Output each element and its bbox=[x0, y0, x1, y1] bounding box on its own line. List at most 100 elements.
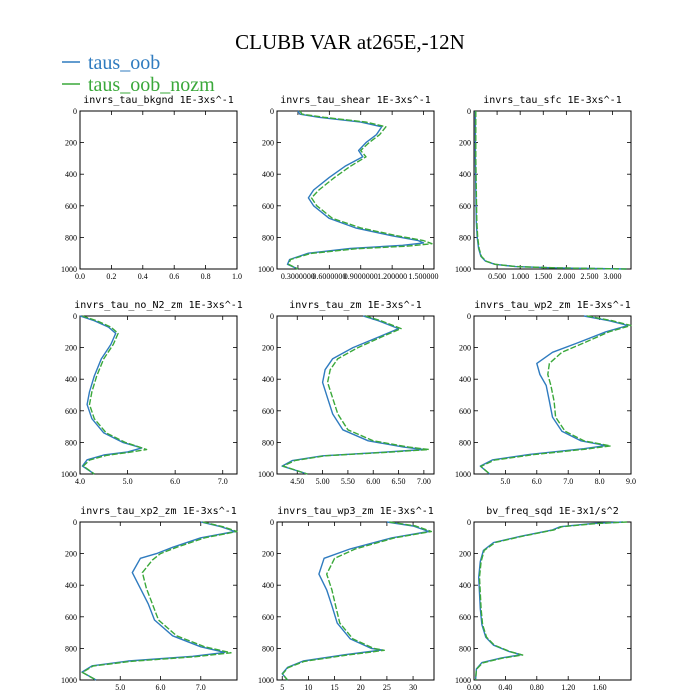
x-tick-label: 0.6000000 bbox=[312, 272, 346, 281]
x-tick-label: 1.000 bbox=[511, 272, 529, 281]
x-tick-label: 6.0 bbox=[532, 477, 542, 486]
panel-title: invrs_tau_shear 1E-3xs^-1 bbox=[280, 95, 431, 106]
y-tick-label: 600 bbox=[262, 613, 274, 622]
panel-title: invrs_tau_zm 1E-3xs^-1 bbox=[289, 300, 421, 311]
y-tick-label: 1000 bbox=[455, 265, 471, 274]
series-line-taus-oob bbox=[474, 521, 624, 681]
y-tick-label: 1000 bbox=[61, 470, 77, 479]
x-tick-label: 7.00 bbox=[417, 477, 431, 486]
y-tick-label: 600 bbox=[459, 407, 471, 416]
x-tick-label: 9.0 bbox=[626, 477, 636, 486]
plot-frame bbox=[473, 315, 632, 475]
y-tick-label: 400 bbox=[459, 581, 471, 590]
x-tick-label: 5.50 bbox=[341, 477, 355, 486]
series-line-taus-oob bbox=[81, 521, 236, 681]
y-tick-label: 0 bbox=[467, 312, 471, 321]
y-tick-label: 200 bbox=[262, 344, 274, 353]
panel-invrs-tau-bkgnd: invrs_tau_bkgnd 1E-3xs^-1 0 200 400 600 800 10… bbox=[61, 95, 242, 281]
series-line-taus-oob bbox=[474, 111, 627, 270]
panel-invrs-tau-no-n2-zm: invrs_tau_no_N2_zm 1E-3xs^-10 200 400 600 80… bbox=[61, 300, 243, 486]
x-tick-label: 0.4 bbox=[138, 272, 148, 281]
y-tick-label: 1000 bbox=[455, 676, 471, 685]
x-tick-label: 3.000 bbox=[604, 272, 622, 281]
y-tick-label: 1000 bbox=[258, 265, 274, 274]
x-tick-label: 5.00 bbox=[316, 477, 330, 486]
y-tick-label: 800 bbox=[459, 438, 471, 447]
series-line-taus-oob bbox=[79, 315, 143, 475]
y-tick-label: 400 bbox=[262, 375, 274, 384]
y-tick-label: 600 bbox=[459, 202, 471, 211]
series-line-taus-oob bbox=[479, 315, 629, 475]
x-tick-label: 0.2 bbox=[106, 272, 116, 281]
x-tick-label: 20 bbox=[357, 683, 365, 692]
y-tick-label: 1000 bbox=[258, 470, 274, 479]
y-tick-label: 600 bbox=[262, 407, 274, 416]
x-tick-label: 0.80 bbox=[530, 683, 544, 692]
y-tick-label: 0 bbox=[73, 518, 77, 527]
x-tick-label: 7.0 bbox=[563, 477, 573, 486]
x-tick-label: 25 bbox=[383, 683, 391, 692]
plot-frame bbox=[473, 521, 632, 681]
plot-frame bbox=[276, 110, 435, 270]
panel-title: invrs_tau_bkgnd 1E-3xs^-1 bbox=[83, 95, 234, 106]
plot-frame bbox=[79, 315, 238, 475]
y-tick-label: 400 bbox=[459, 375, 471, 384]
panel-invrs-tau-shear: invrs_tau_shear 1E-3xs^-1 0 200 400 600 800 10… bbox=[258, 95, 439, 281]
x-tick-label: 0.0 bbox=[75, 272, 85, 281]
series-line-taus-oob-nozm bbox=[480, 315, 632, 475]
y-tick-label: 400 bbox=[65, 170, 77, 179]
x-tick-label: 30 bbox=[409, 683, 417, 692]
x-tick-label: 8.0 bbox=[595, 477, 605, 486]
panel-grid: invrs_tau_bkgnd 1E-3xs^-1020040060080010… bbox=[61, 95, 636, 692]
y-tick-label: 0 bbox=[73, 107, 77, 116]
y-tick-label: 200 bbox=[65, 139, 77, 148]
x-tick-label: 6.00 bbox=[366, 477, 380, 486]
y-tick-label: 0 bbox=[73, 312, 77, 321]
legend-label-taus-oob-nozm: taus_oob_nozm bbox=[88, 74, 215, 96]
y-tick-label: 200 bbox=[65, 344, 77, 353]
x-tick-label: 1.20 bbox=[561, 683, 575, 692]
x-tick-label: 2.000 bbox=[557, 272, 575, 281]
series-line-taus-oob-nozm bbox=[82, 315, 148, 475]
x-tick-label: 1.0 bbox=[232, 272, 242, 281]
x-tick-label: 5 bbox=[280, 683, 284, 692]
panel-bv-freq-sqd: bv_freq_sqd 1E-3x1/s^2020040060080010000… bbox=[455, 506, 632, 692]
x-tick-label: 0.9000000 bbox=[344, 272, 378, 281]
y-tick-label: 800 bbox=[459, 644, 471, 653]
y-tick-label: 1000 bbox=[258, 676, 274, 685]
y-tick-label: 400 bbox=[65, 581, 77, 590]
y-tick-label: 800 bbox=[65, 438, 77, 447]
x-tick-label: 6.0 bbox=[170, 477, 180, 486]
x-tick-label: 5.0 bbox=[123, 477, 133, 486]
x-tick-label: 0.40 bbox=[498, 683, 512, 692]
x-tick-label: 0.500 bbox=[488, 272, 506, 281]
panel-title: invrs_tau_sfc 1E-3xs^-1 bbox=[483, 95, 621, 106]
x-tick-label: 15 bbox=[331, 683, 339, 692]
y-tick-label: 200 bbox=[262, 139, 274, 148]
y-tick-label: 0 bbox=[467, 518, 471, 527]
y-tick-label: 800 bbox=[262, 644, 274, 653]
x-tick-label: 0.3000000 bbox=[281, 272, 315, 281]
y-tick-label: 0 bbox=[270, 518, 274, 527]
panel-invrs-tau-wp2-zm: invrs_tau_wp2_zm 1E-3xs^-10 200 400 600 800 1… bbox=[455, 300, 636, 486]
y-tick-label: 400 bbox=[459, 170, 471, 179]
plot-frame bbox=[276, 521, 435, 681]
y-tick-label: 800 bbox=[65, 644, 77, 653]
series-line-taus-oob-nozm bbox=[282, 315, 430, 475]
y-tick-label: 200 bbox=[459, 139, 471, 148]
panel-invrs-tau-wp3-zm: invrs_tau_wp3_zm 1E-3xs^-10 200 400 600 800 1… bbox=[258, 506, 435, 692]
y-tick-label: 1000 bbox=[455, 470, 471, 479]
series-line-taus-oob-nozm bbox=[475, 111, 627, 270]
panel-title: invrs_tau_xp2_zm 1E-3xs^-1 bbox=[80, 506, 237, 517]
y-tick-label: 200 bbox=[65, 550, 77, 559]
x-tick-label: 1.200000 bbox=[377, 272, 407, 281]
panel-title: invrs_tau_no_N2_zm 1E-3xs^-1 bbox=[74, 300, 243, 311]
x-tick-label: 0.8 bbox=[201, 272, 211, 281]
panel-title: invrs_tau_wp2_zm 1E-3xs^-1 bbox=[474, 300, 631, 311]
x-tick-label: 2.500 bbox=[580, 272, 598, 281]
y-tick-label: 600 bbox=[459, 613, 471, 622]
x-tick-label: 5.0 bbox=[115, 683, 125, 692]
y-tick-label: 200 bbox=[459, 344, 471, 353]
y-tick-label: 400 bbox=[65, 375, 77, 384]
